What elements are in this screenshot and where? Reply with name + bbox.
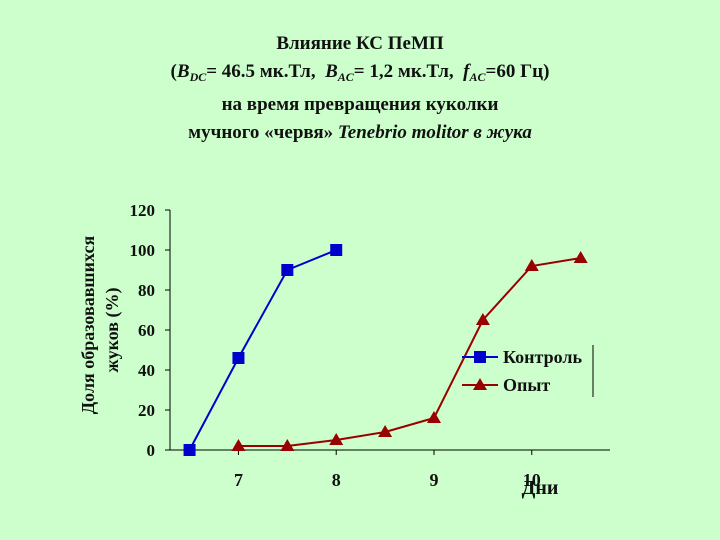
- f-ac-value: =60 Гц): [485, 61, 550, 82]
- y-axis-label-line-1: Доля образовавшихся: [78, 236, 98, 415]
- x-axis-label: Дни: [522, 477, 559, 499]
- title-line-2: (BDC= 46.5 мк.Тл, BAC= 1,2 мк.Тл, fAC=60…: [60, 58, 660, 91]
- legend-label-experiment: Опыт: [503, 375, 550, 395]
- data-point-experiment: [524, 259, 539, 271]
- data-point-experiment: [280, 439, 295, 451]
- series-experiment: [231, 251, 588, 451]
- y-axis-label-line-2: жуков (%): [102, 288, 123, 373]
- series-control: [183, 244, 343, 456]
- legend: Контроль Опыт: [462, 345, 594, 397]
- x-tick-label: 9: [430, 470, 439, 490]
- b-dc-value: = 46.5 мк.Тл,: [206, 61, 316, 82]
- data-point-experiment: [475, 313, 490, 325]
- data-point-experiment: [573, 251, 588, 263]
- y-tick-label: 60: [138, 321, 155, 340]
- b-ac-subscript: AC: [337, 70, 354, 84]
- b-ac-value: = 1,2 мк.Тл,: [353, 61, 454, 82]
- x-tick-label: 7: [234, 470, 243, 490]
- title-open-paren: (: [170, 61, 177, 82]
- series-line-control: [188, 249, 337, 451]
- data-point-control: [281, 264, 294, 276]
- legend-label-control: Контроль: [503, 347, 582, 367]
- chart-series: [183, 244, 588, 456]
- legend-marker-control: [474, 351, 486, 363]
- data-point-control: [183, 444, 196, 456]
- title-line-1: Влияние КС ПеМП: [276, 33, 444, 54]
- title-line-4-plain: мучного «червя»: [188, 122, 334, 143]
- x-tick-label: 10: [523, 470, 541, 490]
- f-ac-symbol: f: [463, 61, 470, 82]
- title-line-3: на время превращения куколки: [221, 94, 499, 115]
- y-tick-label: 120: [130, 201, 156, 220]
- data-point-experiment: [378, 425, 393, 437]
- chart-title: Влияние КС ПеМП (BDC= 46.5 мк.Тл, BAC= 1…: [60, 30, 660, 147]
- y-tick-label: 100: [130, 241, 156, 260]
- y-tick-label: 20: [138, 401, 155, 420]
- legend-marker-experiment: [473, 378, 487, 390]
- data-point-control: [330, 244, 343, 256]
- b-ac-symbol: B: [325, 61, 338, 82]
- title-line-4-end: в жука: [473, 122, 532, 143]
- species-name: Tenebrio molitor: [337, 122, 469, 143]
- data-point-control: [232, 352, 245, 364]
- data-point-experiment: [329, 433, 344, 445]
- title-line-4: мучного «червя» Tenebrio molitor в жука: [60, 119, 660, 147]
- y-tick-label: 80: [138, 281, 155, 300]
- data-point-experiment: [427, 411, 441, 423]
- data-point-experiment: [231, 439, 246, 451]
- y-tick-label: 40: [138, 361, 155, 380]
- f-ac-subscript: AC: [469, 70, 486, 84]
- series-line-experiment: [238, 257, 581, 447]
- chart-axes: 0 20 40 60 80 100 120 7 8 9 10: [130, 201, 610, 490]
- b-dc-subscript: DC: [189, 70, 207, 84]
- x-tick-label: 8: [332, 470, 341, 490]
- b-dc-symbol: B: [176, 61, 190, 82]
- y-tick-label: 0: [147, 441, 156, 460]
